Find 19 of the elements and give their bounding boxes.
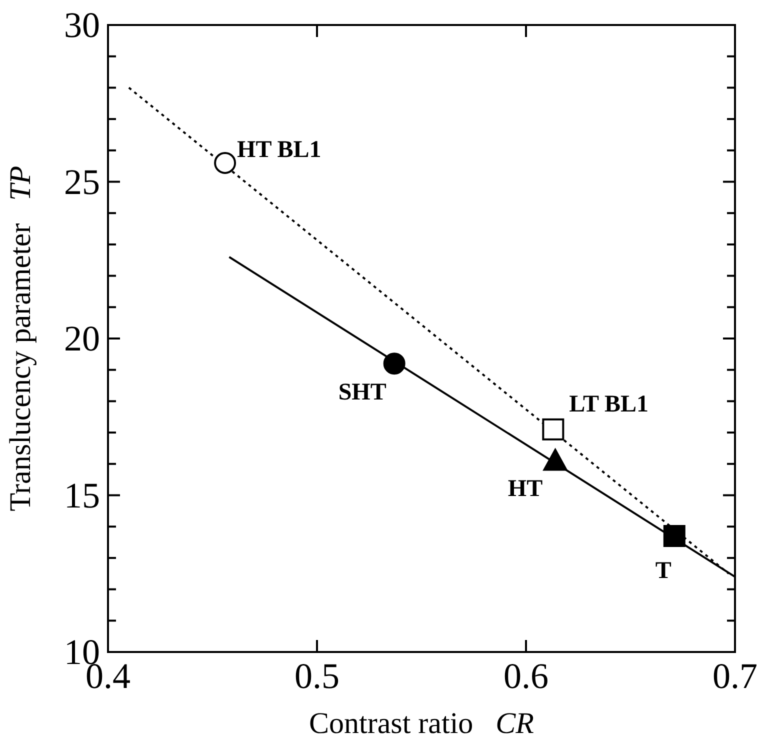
x-tick-label: 0.5 xyxy=(294,656,340,696)
y-tick-label: 30 xyxy=(64,5,100,45)
y-tick-label: 15 xyxy=(64,475,100,516)
x-tick-label: 0.6 xyxy=(504,656,548,696)
y-tick-label: 25 xyxy=(64,162,100,202)
annotation: HT BL1 xyxy=(237,136,322,163)
y-axis-title: Translucency parameter TP xyxy=(4,166,37,512)
x-tick-label: 0.7 xyxy=(712,656,758,696)
y-tick-label: 20 xyxy=(64,318,100,358)
point xyxy=(543,448,568,471)
point xyxy=(214,152,236,174)
point xyxy=(383,352,406,375)
point xyxy=(542,418,564,440)
annotation: HT xyxy=(508,476,543,502)
x-axis-title: Contrast ratio CR xyxy=(309,707,534,740)
annotation: T xyxy=(655,558,672,584)
annotation: LT BL1 xyxy=(569,391,649,418)
annotation: SHT xyxy=(338,380,386,406)
point xyxy=(663,525,686,548)
